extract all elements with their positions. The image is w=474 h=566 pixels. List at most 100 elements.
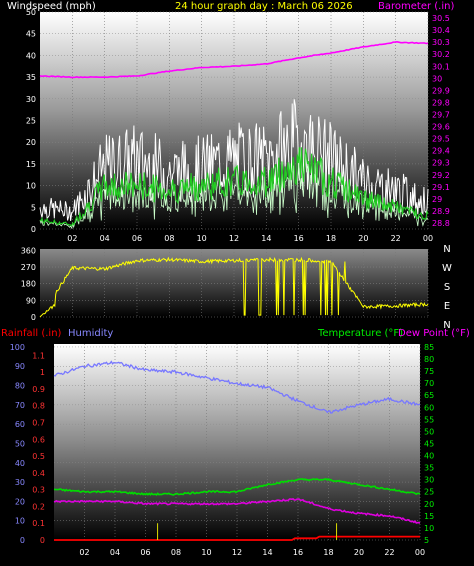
barometer-tick-label: 30.4 bbox=[432, 26, 450, 35]
temperature-tick-label: 35 bbox=[424, 464, 434, 473]
barometer-tick-label: 29.5 bbox=[432, 135, 450, 144]
windspeed-tick-label: 45 bbox=[26, 30, 36, 39]
rain-tick-label: 0.8 bbox=[32, 402, 45, 411]
compass-label: N bbox=[443, 244, 450, 255]
windspeed-tick-label: 15 bbox=[26, 160, 36, 169]
direction-series bbox=[39, 256, 429, 318]
barometer-tick-label: 30.5 bbox=[432, 14, 450, 23]
rain-tick-label: 0.5 bbox=[32, 452, 45, 461]
rain-tick-label: 0.9 bbox=[32, 385, 45, 394]
x-tick-label: 12 bbox=[229, 234, 239, 243]
windspeed-axis-label: Windspeed (mph) bbox=[7, 1, 96, 12]
compass-label: W bbox=[442, 263, 452, 274]
temperature-tick-label: 85 bbox=[424, 343, 434, 352]
windspeed-tick-label: 5 bbox=[31, 203, 36, 212]
climate-x-ticks: 02 04 06 08 10 12 14 16 18 20 22 00 bbox=[79, 548, 425, 557]
rain-tick-label: 0.1 bbox=[32, 519, 45, 528]
compass-label: N bbox=[443, 320, 450, 331]
barometer-tick-label: 29 bbox=[432, 195, 442, 204]
x-tick-label: 10 bbox=[201, 548, 211, 557]
x-tick-label: 02 bbox=[67, 234, 77, 243]
humidity-tick-label: 70 bbox=[15, 401, 25, 410]
x-tick-label: 18 bbox=[323, 548, 333, 557]
humidity-tick-label: 60 bbox=[15, 420, 25, 429]
barometer-tick-label: 30 bbox=[432, 74, 442, 83]
direction-tick-label: 90 bbox=[26, 296, 36, 305]
barometer-tick-label: 29.6 bbox=[432, 123, 450, 132]
temperature-tick-label: 25 bbox=[424, 488, 434, 497]
temperature-tick-label: 55 bbox=[424, 415, 434, 424]
x-tick-label: 22 bbox=[391, 234, 401, 243]
windspeed-tick-label: 20 bbox=[26, 138, 36, 147]
wind-series bbox=[39, 40, 429, 229]
x-tick-label: 00 bbox=[423, 234, 433, 243]
windspeed-low-line bbox=[39, 151, 429, 229]
windspeed-tick-label: 30 bbox=[26, 95, 36, 104]
windspeed-tick-label: 25 bbox=[26, 117, 36, 126]
temperature-line bbox=[54, 477, 421, 496]
barometer-tick-label: 29.4 bbox=[432, 147, 450, 156]
barometer-tick-label: 29.7 bbox=[432, 110, 450, 119]
windspeed-avg-line bbox=[39, 147, 429, 227]
x-tick-label: 20 bbox=[358, 234, 368, 243]
humidity-tick-label: 40 bbox=[15, 459, 25, 468]
compass-label: E bbox=[444, 301, 450, 312]
x-tick-label: 00 bbox=[415, 548, 425, 557]
x-tick-label: 06 bbox=[132, 234, 142, 243]
temperature-tick-label: 80 bbox=[424, 355, 434, 364]
x-tick-label: 14 bbox=[262, 548, 272, 557]
x-tick-label: 20 bbox=[354, 548, 364, 557]
x-tick-label: 04 bbox=[110, 548, 120, 557]
wind-direction-line bbox=[39, 256, 429, 318]
humidity-tick-label: 30 bbox=[15, 478, 25, 487]
direction-tick-label: 270 bbox=[21, 263, 36, 272]
barometer-axis-label: Barometer (.in) bbox=[378, 1, 454, 12]
climate-series bbox=[53, 360, 421, 541]
rain-tick-label: 0.2 bbox=[32, 502, 45, 511]
x-tick-label: 10 bbox=[197, 234, 207, 243]
dewpoint-axis-label: Dew Point (°F) bbox=[398, 328, 470, 339]
temperature-tick-label: 10 bbox=[424, 524, 434, 533]
barometer-line bbox=[39, 40, 429, 79]
x-tick-label: 04 bbox=[100, 234, 110, 243]
windspeed-tick-label: 50 bbox=[26, 8, 36, 17]
windspeed-tick-label: 0 bbox=[31, 225, 36, 234]
rain-tick-label: 0.6 bbox=[32, 435, 45, 444]
barometer-ticks: 30.5 30.4 30.3 30.2 30.1 30 29.9 29.8 29.7 29.6 29… bbox=[432, 14, 450, 228]
temperature-tick-label: 65 bbox=[424, 391, 434, 400]
x-tick-label: 14 bbox=[261, 234, 271, 243]
humidity-tick-label: 50 bbox=[15, 439, 25, 448]
chart-title: 24 hour graph day : March 06 2026 bbox=[175, 1, 353, 12]
barometer-tick-label: 29.3 bbox=[432, 159, 450, 168]
x-tick-label: 02 bbox=[79, 548, 89, 557]
climate-panel-grid bbox=[54, 344, 421, 541]
wind-x-ticks: 02 04 06 08 10 12 14 16 18 20 22 00 bbox=[67, 234, 433, 243]
x-tick-label: 08 bbox=[171, 548, 181, 557]
barometer-tick-label: 30.2 bbox=[432, 50, 450, 59]
temperature-tick-label: 5 bbox=[424, 536, 429, 545]
rainfall-line bbox=[54, 535, 420, 541]
x-tick-label: 12 bbox=[232, 548, 242, 557]
barometer-tick-label: 30.3 bbox=[432, 38, 450, 47]
dewpoint-line bbox=[53, 498, 421, 524]
barometer-tick-label: 30.1 bbox=[432, 62, 450, 71]
humidity-tick-label: 10 bbox=[15, 517, 25, 526]
barometer-tick-label: 28.9 bbox=[432, 207, 450, 216]
x-tick-label: 06 bbox=[140, 548, 150, 557]
rain-tick-label: 0.4 bbox=[32, 469, 45, 478]
temperature-ticks: 85 80 75 70 65 60 55 50 45 40 35 30 25 20 15 10 5 bbox=[424, 343, 434, 545]
barometer-tick-label: 29.2 bbox=[432, 171, 450, 180]
temperature-tick-label: 15 bbox=[424, 512, 434, 521]
temperature-tick-label: 20 bbox=[424, 500, 434, 509]
direction-ticks: 360 270 180 90 0 bbox=[21, 246, 36, 322]
barometer-tick-label: 29.9 bbox=[432, 86, 450, 95]
temperature-axis-label: Temperature (°F) bbox=[317, 328, 403, 339]
humidity-axis-label: Humidity bbox=[68, 328, 113, 339]
climate-panel bbox=[54, 344, 420, 540]
windspeed-tick-label: 35 bbox=[26, 73, 36, 82]
x-tick-label: 08 bbox=[164, 234, 174, 243]
temperature-tick-label: 30 bbox=[424, 476, 434, 485]
